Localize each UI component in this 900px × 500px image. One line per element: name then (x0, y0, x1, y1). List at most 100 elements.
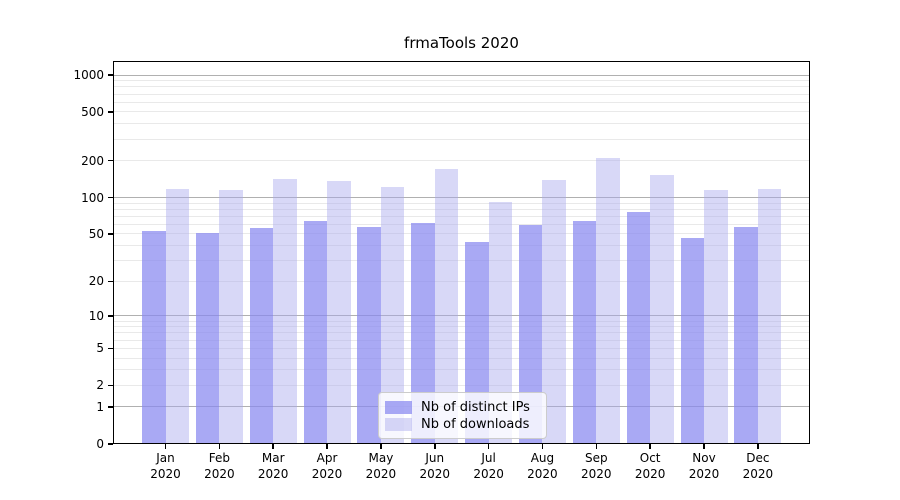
gridline-minor (113, 160, 810, 162)
y-axis-tick-label: 1 (96, 399, 104, 414)
y-axis-tick-label: 50 (88, 226, 104, 241)
gridline-minor (113, 280, 810, 282)
x-label-year: 2020 (742, 467, 774, 481)
x-axis-label: Jun 2020 (407, 450, 463, 482)
x-label-month: Sep (584, 451, 608, 465)
bar-distinct-ips (142, 230, 166, 444)
bar-downloads (650, 174, 674, 444)
x-label-year: 2020 (634, 467, 666, 481)
x-axis-tick (649, 444, 651, 449)
y-axis-tick-label: 100 (81, 190, 104, 205)
y-axis-tick-label: 10 (88, 308, 104, 323)
x-label-year: 2020 (473, 467, 504, 481)
x-label-year: 2020 (204, 467, 235, 481)
x-label-month: May (368, 451, 394, 465)
gridline-minor (113, 339, 810, 341)
y-axis-tick (108, 315, 113, 317)
gridline-minor (113, 384, 810, 386)
x-axis-label: Apr 2020 (299, 450, 355, 482)
x-label-month: Jun (425, 451, 445, 465)
x-axis-label: Jul 2020 (461, 450, 517, 482)
bar-distinct-ips (303, 221, 328, 444)
gridline-minor (113, 326, 810, 328)
gridline-minor (113, 123, 810, 125)
gridline-minor (113, 347, 810, 349)
bar-downloads (704, 189, 728, 444)
x-label-month: Oct (639, 451, 661, 465)
y-axis-tick (108, 347, 113, 350)
y-axis-tick (108, 384, 113, 387)
gridline-minor (113, 223, 810, 225)
bar-downloads (380, 186, 405, 444)
plot-area: Nb of distinct IPs Nb of downloads (113, 61, 810, 444)
gridline-minor (113, 233, 810, 235)
bar-distinct-ips (357, 227, 381, 444)
x-label-month: Feb (208, 451, 230, 465)
x-label-year: 2020 (365, 467, 397, 481)
gridline-minor (113, 245, 810, 247)
x-label-month: Jan (156, 451, 175, 465)
gridline-minor (113, 202, 810, 204)
bar-downloads (596, 158, 620, 444)
gridline-minor (113, 320, 810, 322)
gridline-major (113, 74, 810, 76)
gridline-minor (113, 93, 810, 95)
gridline-minor (113, 111, 810, 113)
x-axis-label: Aug 2020 (514, 450, 570, 482)
y-axis-tick (108, 280, 113, 283)
legend-item: Nb of downloads (385, 416, 546, 433)
x-axis-label: Nov 2020 (676, 450, 732, 482)
x-axis-label: Jan 2020 (138, 450, 194, 482)
y-axis-tick-label: 2 (96, 378, 104, 393)
x-label-year: 2020 (150, 467, 181, 481)
x-axis-tick (757, 444, 759, 449)
x-axis-label: Dec 2020 (730, 450, 786, 482)
gridline-minor (113, 138, 810, 140)
x-axis-tick (380, 444, 382, 449)
x-label-year: 2020 (257, 467, 289, 481)
y-axis-tick (108, 74, 113, 76)
chart-title: frmaTools 2020 (404, 34, 519, 52)
y-axis-tick (108, 443, 113, 445)
x-label-month: Nov (692, 451, 716, 465)
legend-item: Nb of distinct IPs (385, 399, 546, 416)
x-axis-tick (272, 444, 274, 449)
legend: Nb of distinct IPs Nb of downloads (378, 392, 547, 439)
y-axis-tick-label: 500 (81, 104, 104, 119)
gridline-minor (113, 260, 810, 262)
bar-downloads (542, 179, 566, 444)
x-axis-tick (703, 444, 705, 449)
legend-swatch-distinct-ips (385, 401, 412, 414)
bar-downloads (165, 188, 189, 444)
y-axis-tick-label: 1000 (73, 68, 104, 82)
gridline-major (113, 197, 810, 198)
gridline-minor (113, 208, 810, 210)
x-axis-label: Feb 2020 (191, 450, 247, 482)
x-axis-label: Oct 2020 (622, 450, 678, 482)
y-axis-tick (108, 406, 113, 408)
x-label-year: 2020 (527, 467, 558, 481)
x-axis-tick (541, 444, 544, 449)
y-axis-tick (108, 233, 113, 235)
y-axis-tick (108, 159, 113, 162)
bar-downloads (434, 168, 459, 444)
gridline-minor (113, 101, 810, 103)
bar-distinct-ips (518, 225, 543, 444)
y-axis-tick-label: 5 (96, 341, 104, 356)
legend-swatch-downloads (385, 418, 412, 431)
x-axis-tick (487, 444, 490, 449)
x-axis-label: Mar 2020 (245, 450, 301, 482)
y-axis-tick-label: 200 (81, 153, 104, 168)
legend-label: Nb of downloads (421, 417, 530, 432)
bar-downloads (327, 181, 351, 444)
bar-downloads (219, 189, 243, 444)
x-label-month: Jul (481, 451, 496, 465)
gridline-minor (113, 369, 810, 371)
gridline-minor (113, 357, 810, 359)
bar-distinct-ips (680, 238, 704, 444)
x-label-month: Mar (261, 451, 285, 465)
x-label-year: 2020 (688, 467, 720, 481)
x-axis-tick (164, 444, 167, 449)
x-label-month: Apr (316, 451, 338, 465)
x-axis-tick (595, 444, 598, 449)
